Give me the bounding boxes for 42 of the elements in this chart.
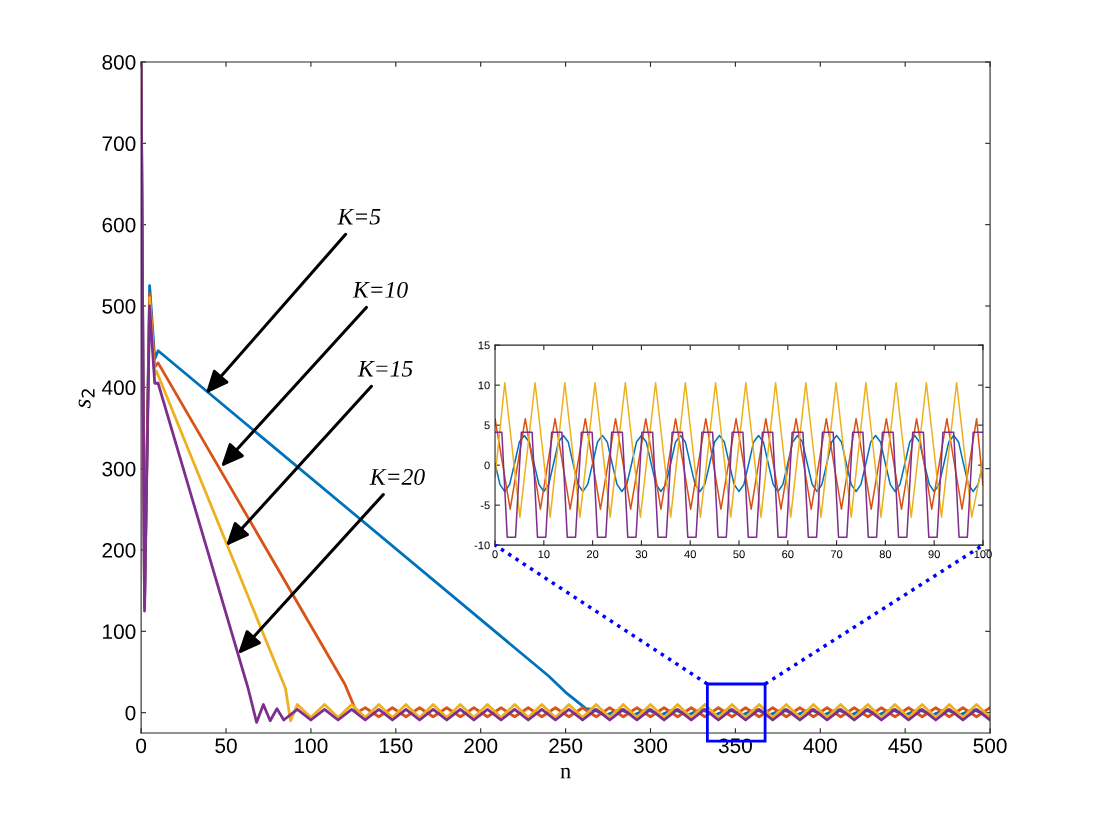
x-tick-label: 100 [974, 550, 992, 559]
line-series [148, 296, 991, 723]
x-tick-label: 100 [295, 738, 328, 754]
x-tick-label: 0 [136, 738, 147, 754]
x-tick-label: 10 [538, 550, 550, 559]
annotation: K=20 [369, 468, 425, 485]
x-tick-label: 60 [782, 550, 794, 559]
x-tick-label: 500 [973, 738, 1007, 754]
x-tick-label: 80 [879, 550, 892, 559]
y-tick-label: 0 [484, 461, 490, 470]
y-tick-label: -10 [474, 541, 490, 550]
annotation: K=15 [357, 360, 413, 377]
x-tick-label: 450 [888, 738, 922, 754]
x-tick-label: 150 [380, 738, 413, 754]
x-tick-label: 0 [492, 550, 498, 559]
annotation: K=5 [337, 208, 381, 225]
x-tick-label: 90 [928, 550, 940, 559]
y-tick-label: 600 [102, 217, 136, 233]
x-tick-label: 300 [633, 738, 668, 754]
x-tick-label: 30 [635, 550, 648, 559]
y-tick-label: 5 [484, 421, 490, 430]
y-tick-label: 700 [102, 136, 136, 152]
x-tick-label: 50 [733, 550, 745, 559]
x-tick-label: 250 [549, 738, 583, 754]
y-tick-label: -5 [480, 501, 490, 510]
x-axis-title: n [560, 767, 571, 779]
annotation: K=10 [352, 281, 408, 298]
x-tick-label: 40 [684, 550, 696, 559]
x-tick-label: 70 [830, 550, 843, 559]
x-tick-label: 20 [587, 550, 599, 559]
y-tick-label: 800 [102, 54, 136, 70]
y-tick-label: 100 [103, 624, 136, 640]
y-tick-label: 300 [102, 461, 136, 477]
y-tick-label: 10 [478, 381, 490, 390]
y-tick-label: 400 [101, 380, 136, 396]
y-tick-label: 0 [125, 705, 136, 721]
y-axis-title: s$_{2}$ [78, 389, 95, 409]
y-tick-label: 15 [478, 341, 490, 350]
x-tick-label: 50 [215, 738, 237, 754]
x-tick-label: 400 [803, 738, 837, 754]
y-tick-label: 500 [102, 298, 136, 314]
line-series [495, 381, 983, 518]
